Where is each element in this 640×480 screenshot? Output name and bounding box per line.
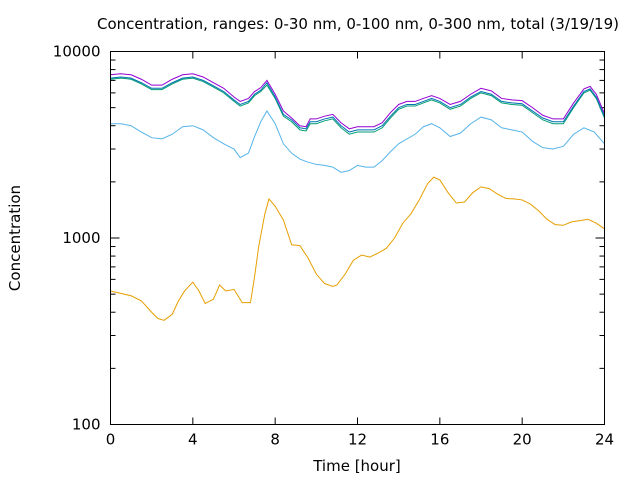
x-tick-label: 24 — [595, 431, 614, 449]
x-tick-label: 8 — [270, 431, 280, 449]
x-tick-label: 16 — [430, 431, 449, 449]
series-layer — [110, 73, 605, 321]
y-tick-label: 100 — [72, 416, 101, 434]
x-tick-label: 0 — [106, 431, 116, 449]
axis-ticks: 0 4 8 12 16 20 24 100 1000 10000 — [53, 43, 614, 449]
x-tick-label: 20 — [513, 431, 532, 449]
x-tick-label: 4 — [188, 431, 198, 449]
series-line-4 — [110, 76, 605, 133]
series-line-5 — [110, 73, 605, 130]
series-line-2 — [110, 109, 605, 173]
x-tick-label: 12 — [348, 431, 367, 449]
y-tick-label: 1000 — [62, 229, 100, 247]
chart-title: Concentration, ranges: 0-30 nm, 0-100 nm… — [97, 15, 619, 33]
y-tick-label: 10000 — [53, 43, 101, 61]
y-axis-label: Concentration — [6, 185, 24, 291]
plot-frame — [110, 51, 605, 425]
series-line-3 — [110, 77, 605, 135]
series-line-1 — [110, 176, 605, 321]
x-axis-label: Time [hour] — [312, 457, 401, 475]
